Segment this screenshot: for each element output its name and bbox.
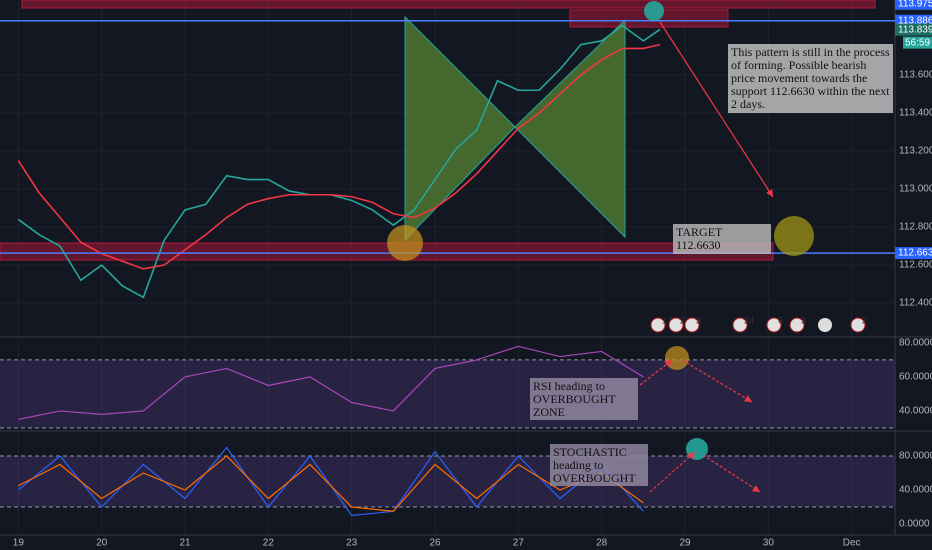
y-tick-label: 112.400 (899, 298, 932, 309)
event-label: 24 (744, 315, 754, 325)
x-tick-label: 30 (763, 538, 775, 549)
y-tick-label: 0.0000 (899, 519, 930, 530)
marker-circle (665, 346, 689, 370)
event-label: 6 (778, 315, 783, 325)
event-icon (850, 317, 866, 333)
price-tag (895, 247, 932, 260)
y-tick-label: 80.0000 (899, 338, 932, 349)
event-icon (650, 317, 666, 333)
arrow (681, 359, 753, 403)
event-label: 17 (662, 315, 672, 325)
x-tick-label: Dec (843, 538, 861, 549)
y-tick-label: 40.0000 (899, 485, 932, 496)
pattern (514, 18, 626, 239)
event-label: 3 (696, 315, 701, 325)
y-tick-label: 113.400 (899, 108, 932, 119)
rsi-note: RSI heading to OVERBOUGHT ZONE (530, 378, 638, 420)
countdown: 56:59 (905, 37, 930, 48)
y-tick-label: 112.600 (899, 260, 932, 271)
zone (0, 242, 774, 261)
y-tick-label: 112.800 (899, 222, 932, 233)
series-line (18, 345, 644, 421)
x-tick-label: 29 (679, 538, 691, 549)
price-tag-label: 113.839 (898, 24, 932, 35)
countdown-tag (903, 36, 932, 49)
y-tick-label: 40.0000 (899, 406, 932, 417)
band-fill (0, 455, 895, 508)
series-line (18, 455, 644, 512)
arrow (659, 21, 774, 198)
y-tick-label: 60.0000 (899, 372, 932, 383)
marker-circle (774, 216, 814, 256)
price-tag-label: 113.975 (898, 0, 932, 9)
event-icon (766, 317, 782, 333)
x-tick-label: 22 (263, 538, 275, 549)
zone (21, 0, 876, 9)
arrow (649, 451, 696, 493)
note: This pattern is still in the process of … (728, 44, 893, 113)
y-tick-label: 113.200 (899, 146, 932, 157)
price-tag-label: 112.663 (898, 248, 932, 259)
x-tick-label: 21 (179, 538, 191, 549)
marker-circle (644, 1, 664, 21)
price-tag (895, 23, 932, 36)
price-tag (895, 0, 932, 10)
price-axis (895, 0, 932, 550)
arrow (639, 359, 673, 386)
event-icon (668, 317, 684, 333)
event-icon (732, 317, 748, 333)
event-label: 3 (801, 315, 806, 325)
y-tick-label: 113.000 (899, 184, 932, 195)
event-icon (818, 318, 832, 332)
x-tick-label: 20 (96, 538, 108, 549)
pattern (404, 15, 516, 242)
x-tick-label: 26 (429, 538, 441, 549)
event-label: 2 (862, 315, 867, 325)
marker-circle (387, 225, 423, 261)
series-line (17, 43, 661, 270)
event-icon (789, 317, 805, 333)
arrow (702, 454, 761, 493)
stoch-note: STOCHASTIC heading to OVERBOUGHT (550, 444, 648, 486)
price-tag-label: 113.886 (898, 15, 932, 26)
event-icon (684, 317, 700, 333)
x-tick-label: 27 (513, 538, 525, 549)
y-tick-label: 113.600 (899, 70, 932, 81)
series-line (17, 24, 661, 299)
x-tick-label: 28 (596, 538, 608, 549)
event-label: 2 (680, 315, 685, 325)
x-tick-label: 19 (13, 538, 25, 549)
x-tick-label: 23 (346, 538, 358, 549)
target-label: TARGET 112.6630 (673, 224, 771, 254)
band-fill (0, 359, 895, 428)
y-tick-label: 80.0000 (899, 451, 932, 462)
